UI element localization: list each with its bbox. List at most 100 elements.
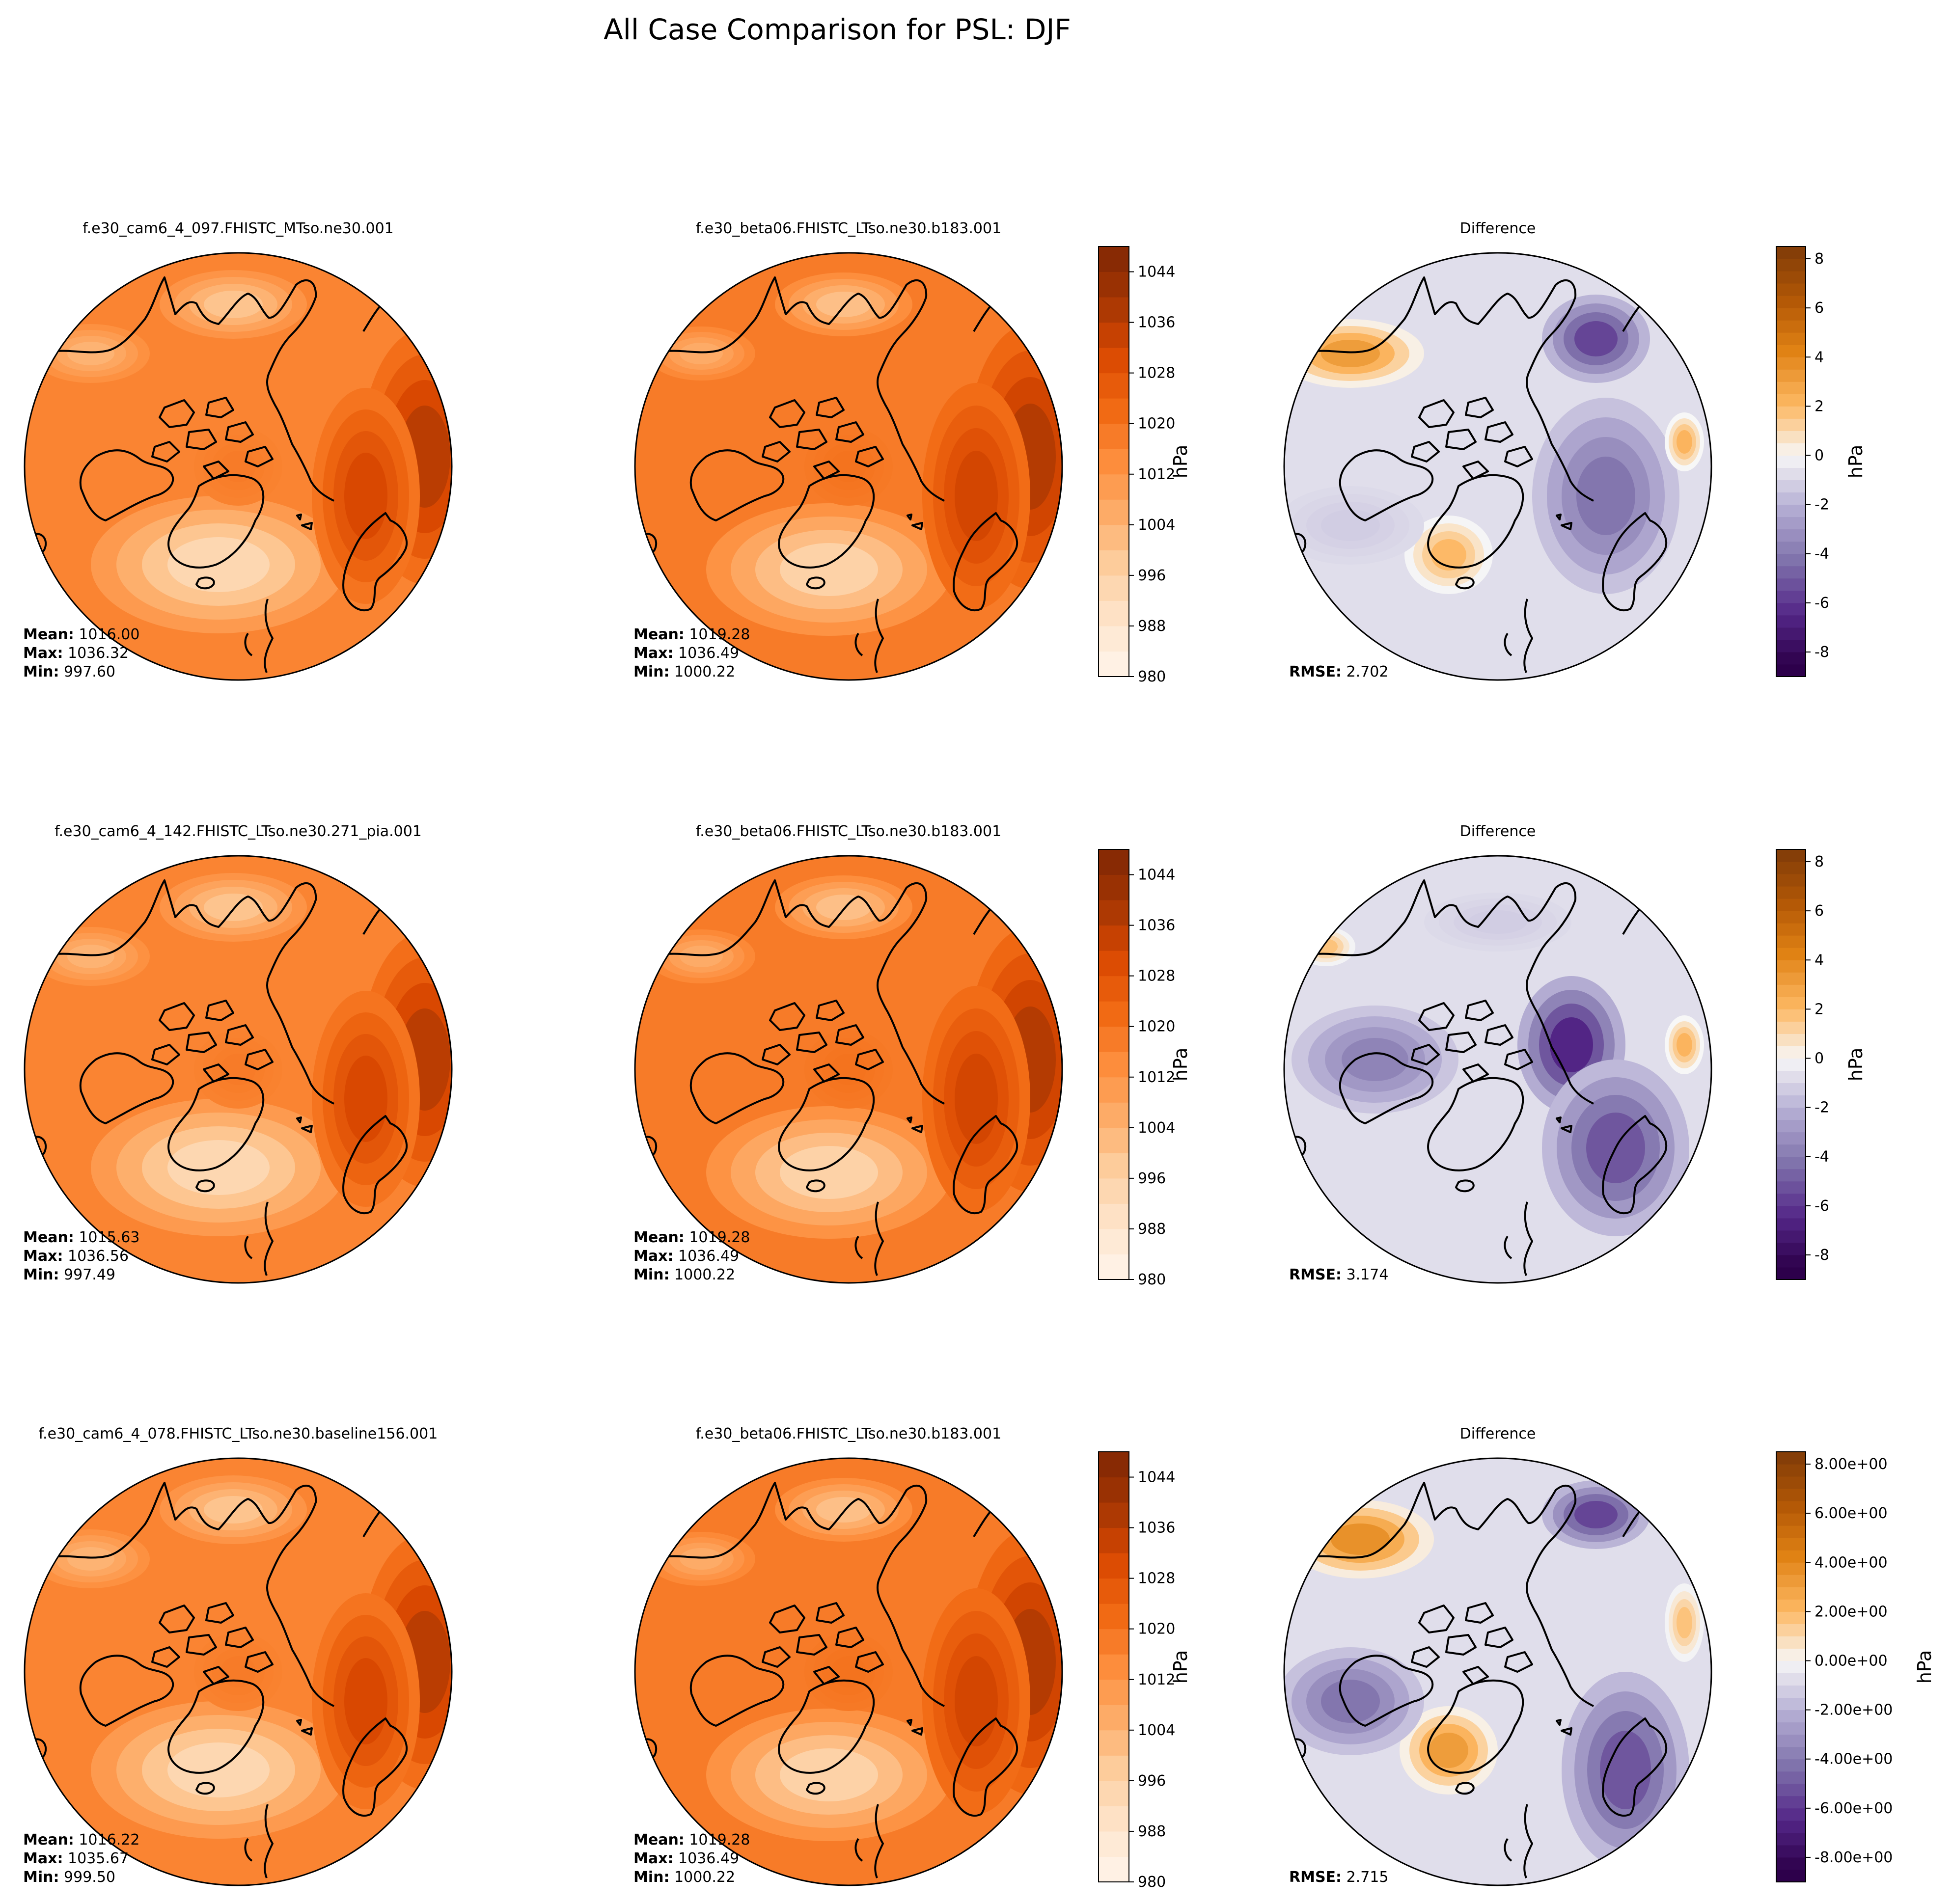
field-contour	[1600, 1731, 1651, 1809]
colorbar-level	[1776, 1021, 1806, 1034]
colorbar-level	[1776, 1685, 1806, 1698]
colorbar-tick-label: -4.00e+00	[1815, 1751, 1893, 1768]
colorbar-unit: hPa	[1845, 1048, 1867, 1082]
field-contour	[1576, 457, 1635, 535]
coastline	[167, 474, 265, 569]
difference-colorbar: -8 -6 -4 -2 0 2 4 6 8 hPa	[1776, 246, 1867, 677]
colorbar-tick-label: 6	[1815, 299, 1824, 317]
colorbar-level	[1099, 1203, 1129, 1229]
colorbar-level	[1776, 948, 1806, 960]
field-contour	[1468, 910, 1527, 934]
colorbar-frame	[1776, 849, 1806, 1280]
colorbar-tick-label: 996	[1138, 567, 1166, 584]
colorbar-level	[1776, 1476, 1806, 1489]
coastline	[1013, 1838, 1026, 1864]
colorbar-level	[1776, 1771, 1806, 1784]
colorbar-tick-label: 0	[1815, 1050, 1824, 1067]
colorbar-level	[1776, 492, 1806, 505]
colorbar-level	[1776, 1832, 1806, 1846]
colorbar-level	[1099, 524, 1129, 550]
colorbar-level	[1776, 1624, 1806, 1636]
colorbar-tick-label: 996	[1138, 1772, 1166, 1790]
field	[25, 1458, 452, 1885]
colorbar-level	[1099, 1178, 1129, 1204]
field-contour	[816, 895, 871, 920]
colorbar-frame	[1098, 849, 1129, 1280]
colorbar-level	[1776, 935, 1806, 948]
panel-title: f.e30_cam6_4_142.FHISTC_LTso.ne30.271_pi…	[55, 823, 422, 840]
coastline	[151, 1000, 274, 1083]
colorbar-level	[1099, 474, 1129, 500]
colorbar-tick-label: -8.00e+00	[1815, 1849, 1893, 1866]
coastline	[1411, 1602, 1533, 1685]
colorbar-level	[1099, 1052, 1129, 1078]
coastline	[1427, 474, 1524, 569]
colorbar-level	[1776, 1058, 1806, 1071]
colorbar-level	[1776, 1009, 1806, 1022]
colorbar-tick-label: 8.00e+00	[1815, 1456, 1888, 1473]
colorbar-tick-label: 6.00e+00	[1815, 1505, 1888, 1522]
field-contour	[1331, 1523, 1390, 1555]
colorbar-level	[1776, 1722, 1806, 1735]
colorbar-tick-label: -8	[1815, 644, 1829, 661]
min-stat: Min: 1000.22	[633, 1869, 735, 1886]
colorbar-level	[1099, 1026, 1129, 1052]
colorbar-level	[1099, 1228, 1129, 1254]
colorbar-unit: hPa	[1170, 1048, 1191, 1082]
reference-panel: f.e30_beta06.FHISTC_LTso.ne30.b183.001 Me…	[633, 220, 1063, 681]
colorbar-level	[1099, 272, 1129, 298]
coastline	[637, 1482, 945, 1707]
colorbar-level	[1099, 626, 1129, 652]
colorbar-level	[1099, 1578, 1129, 1604]
colorbar-tick-label: -2	[1815, 1099, 1829, 1116]
colorbar-level	[1776, 1169, 1806, 1182]
field-contour	[1342, 1038, 1408, 1081]
colorbar-level	[1776, 1107, 1806, 1120]
field-contour	[780, 1748, 878, 1801]
colorbar-level	[1776, 578, 1806, 591]
coastline	[953, 1115, 1018, 1215]
colorbar-level	[1099, 1254, 1129, 1280]
difference-colorbar: -8.00e+00 -6.00e+00 -4.00e+00 -2.00e+00 0.00…	[1776, 1451, 1935, 1882]
field-contour	[167, 537, 270, 592]
coastline	[1662, 1236, 1676, 1262]
colorbar-level	[1776, 504, 1806, 517]
coastline	[762, 1000, 884, 1083]
row-2: f.e30_cam6_4_142.FHISTC_LTso.ne30.271_pi…	[23, 823, 1712, 1284]
max-stat: Max: 1036.49	[633, 645, 739, 662]
colorbar-level	[1776, 332, 1806, 345]
coastline	[1411, 1000, 1533, 1083]
coastline	[342, 1115, 408, 1215]
colorbar-level	[1776, 381, 1806, 394]
difference-panel: Difference RMSE: 2.715	[1283, 1425, 1712, 1886]
field-contour	[1321, 340, 1380, 367]
mean-stat: Mean: 1016.00	[23, 626, 139, 643]
colorbar-level	[1776, 1587, 1806, 1600]
coastline	[1339, 449, 1434, 521]
colorbar-level	[1776, 1205, 1806, 1219]
colorbar-level	[1776, 1746, 1806, 1760]
colorbar-level	[1776, 431, 1806, 443]
map-boundary	[24, 252, 453, 681]
colorbar-level	[1776, 627, 1806, 640]
colorbar-level	[1099, 1553, 1129, 1579]
colorbar-level	[1776, 467, 1806, 481]
colorbar-level	[1776, 1181, 1806, 1194]
map-boundary	[634, 855, 1063, 1284]
colorbar-tick-label: 1028	[1138, 365, 1175, 382]
coastline	[342, 1717, 408, 1817]
min-stat: Min: 997.60	[23, 663, 115, 680]
field-contour	[1321, 1680, 1380, 1723]
coastline	[907, 1116, 923, 1133]
colorbar-level	[1099, 1755, 1129, 1781]
colorbar-level	[1099, 900, 1129, 926]
colorbar-level	[1099, 1806, 1129, 1832]
panel-title: Difference	[1460, 823, 1536, 840]
colorbar-level	[1776, 1218, 1806, 1231]
colorbar-level	[1776, 1489, 1806, 1501]
coastline	[762, 1602, 884, 1685]
colorbar-level	[1776, 517, 1806, 530]
colorbar-level	[1099, 1856, 1129, 1882]
colorbar-level	[1099, 322, 1129, 348]
colorbar-tick-label: 8	[1815, 853, 1824, 870]
